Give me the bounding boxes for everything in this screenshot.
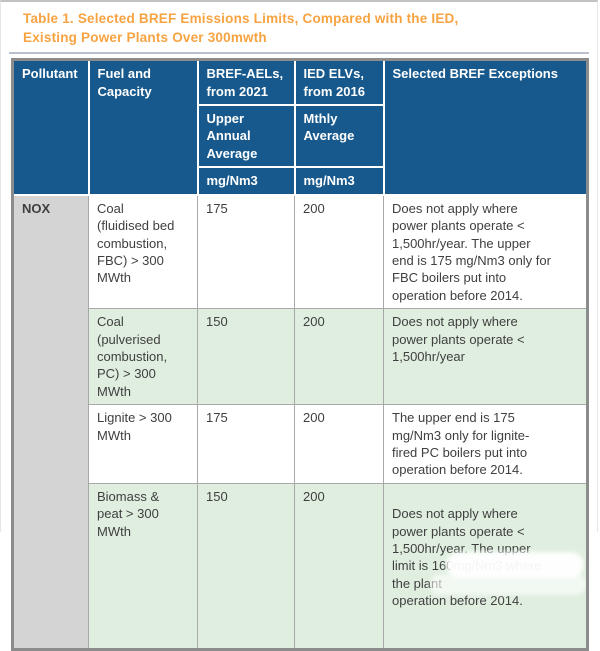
exception-cell: Does not apply where power plants operat… <box>383 482 588 651</box>
title-line-2: Existing Power Plants Over 300mwth <box>23 29 267 45</box>
header-row-3: mg/Nm3 mg/Nm3 <box>13 166 588 196</box>
header-bref-exceptions: Selected BREF Exceptions <box>382 58 589 196</box>
fuel-cell: Coal (pulverised combustion, PC) > 300 M… <box>88 308 198 406</box>
white-smudge-overlay <box>430 573 586 595</box>
exception-text: Does not apply where power plants operat… <box>392 506 542 609</box>
header-mthly-average: Mthly Average <box>293 104 385 169</box>
bref-value-cell: 175 <box>197 194 295 310</box>
bref-value-cell: 150 <box>197 308 295 406</box>
table-title: Table 1. Selected BREF Emissions Limits,… <box>9 8 589 55</box>
fuel-cell: Biomass & peat > 300 MWth <box>88 482 198 651</box>
ied-value-cell: 200 <box>294 482 384 651</box>
fuel-cell: Coal (fluidised bed combustion, FBC) > 3… <box>88 194 198 310</box>
exception-cell: Does not apply where power plants operat… <box>383 194 588 310</box>
title-line-1: Table 1. Selected BREF Emissions Limits,… <box>23 11 459 26</box>
ied-value-cell: 200 <box>294 308 384 406</box>
header-fuel-capacity: Fuel and Capacity <box>87 58 199 196</box>
emissions-table: Pollutant Fuel and Capacity BREF-AELs, f… <box>11 58 589 651</box>
ied-value-cell: 200 <box>294 404 384 484</box>
header-row-1: Pollutant Fuel and Capacity BREF-AELs, f… <box>11 58 589 196</box>
exception-cell: The upper end is 175 mg/Nm3 only for lig… <box>383 404 588 484</box>
header-bref-aels: BREF-AELs, from 2021 <box>196 58 296 107</box>
header-bref-unit: mg/Nm3 <box>196 166 296 196</box>
table-row-coal-pc: Coal (pulverised combustion, PC) > 300 M… <box>13 308 588 406</box>
bref-value-cell: 175 <box>197 404 295 484</box>
pollutant-group-cell: NOX <box>12 194 89 651</box>
ied-value-cell: 200 <box>294 194 384 310</box>
fuel-cell: Lignite > 300 MWth <box>88 404 198 484</box>
table-row-lignite: Lignite > 300 MWth 175 200 The upper end… <box>13 404 588 484</box>
table-row-biomass-peat: Biomass & peat > 300 MWth 150 200 Does n… <box>13 482 588 651</box>
header-upper-annual-average: Upper Annual Average <box>196 104 296 169</box>
table-row-coal-fbc: NOX Coal (fluidised bed combustion, FBC)… <box>12 194 588 651</box>
exception-cell: Does not apply where power plants operat… <box>383 308 588 406</box>
header-ied-unit: mg/Nm3 <box>293 166 385 196</box>
header-pollutant: Pollutant <box>11 58 90 196</box>
header-row-2: Upper Annual Average Mthly Average <box>13 104 588 169</box>
bref-value-cell: 150 <box>197 482 295 651</box>
header-ied-elvs: IED ELVs, from 2016 <box>293 58 385 107</box>
